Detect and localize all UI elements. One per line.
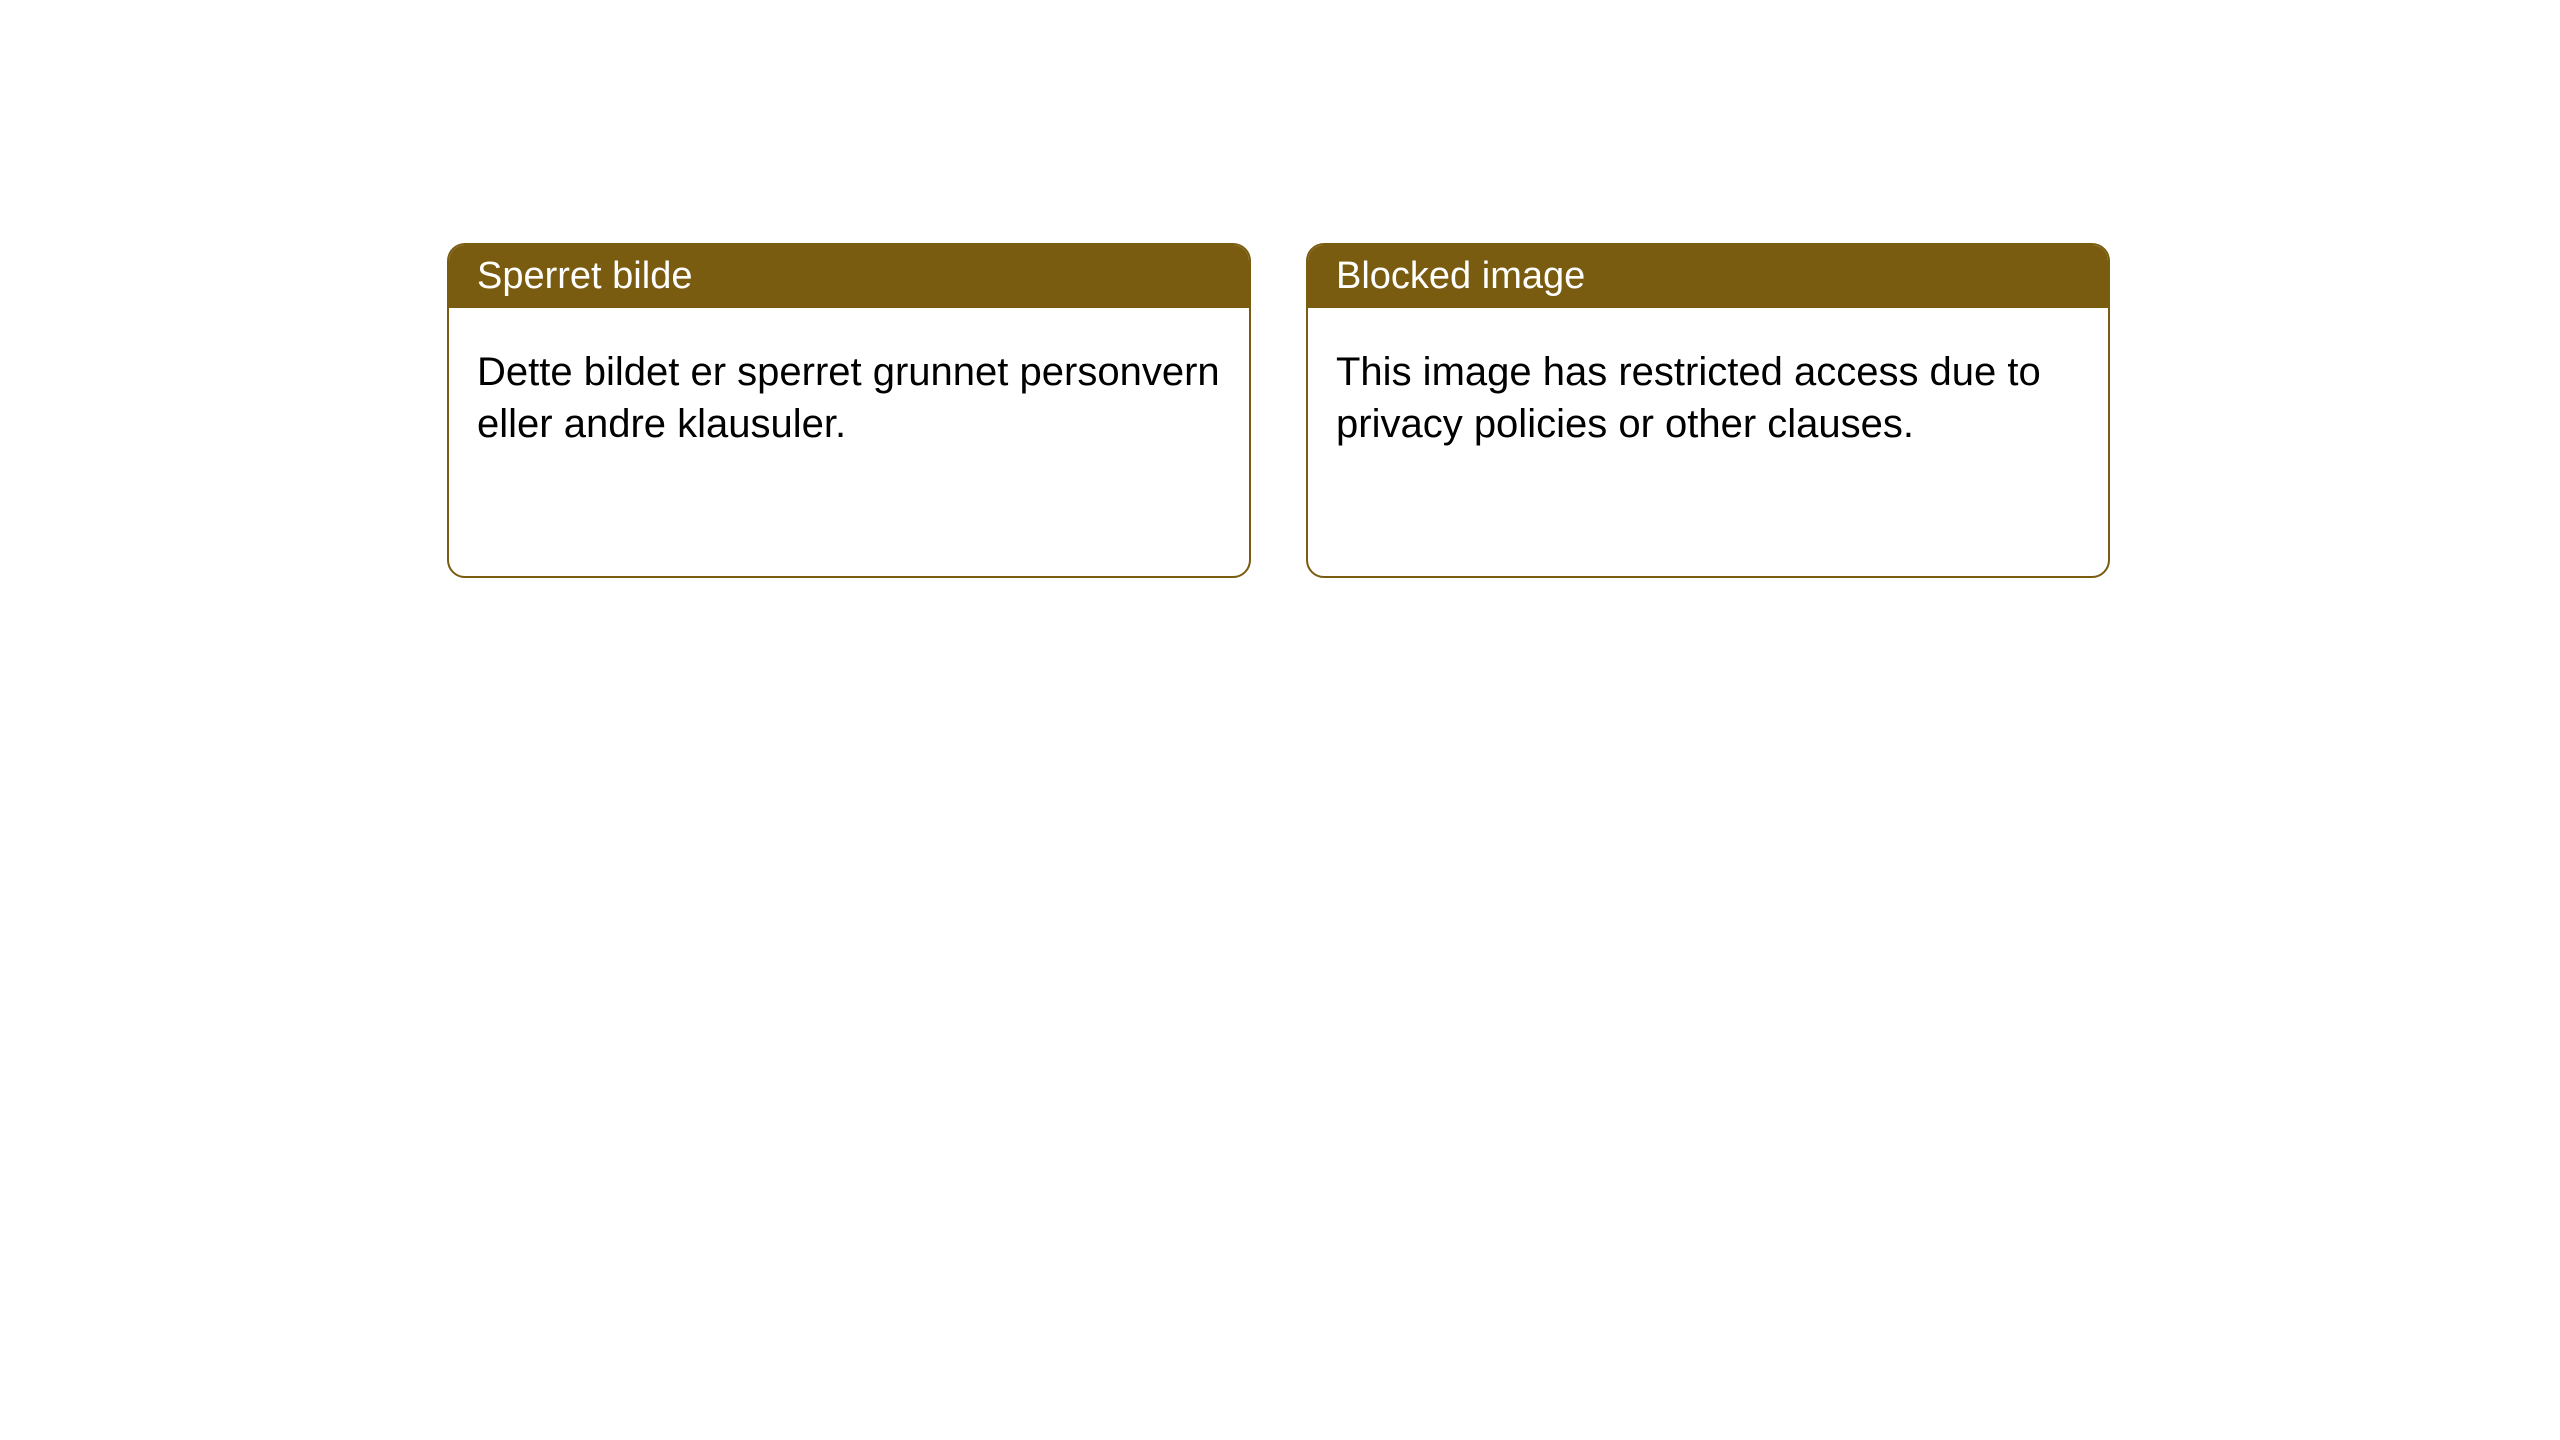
- card-body-en: This image has restricted access due to …: [1308, 308, 2108, 488]
- card-body-no: Dette bildet er sperret grunnet personve…: [449, 308, 1249, 488]
- card-header-en: Blocked image: [1308, 245, 2108, 308]
- blocked-image-card-no: Sperret bilde Dette bildet er sperret gr…: [447, 243, 1251, 578]
- notice-cards-container: Sperret bilde Dette bildet er sperret gr…: [0, 0, 2560, 578]
- card-title-no: Sperret bilde: [477, 255, 692, 297]
- card-body-text-no: Dette bildet er sperret grunnet personve…: [477, 350, 1220, 446]
- card-body-text-en: This image has restricted access due to …: [1336, 350, 2041, 446]
- card-header-no: Sperret bilde: [449, 245, 1249, 308]
- card-title-en: Blocked image: [1336, 255, 1585, 297]
- blocked-image-card-en: Blocked image This image has restricted …: [1306, 243, 2110, 578]
